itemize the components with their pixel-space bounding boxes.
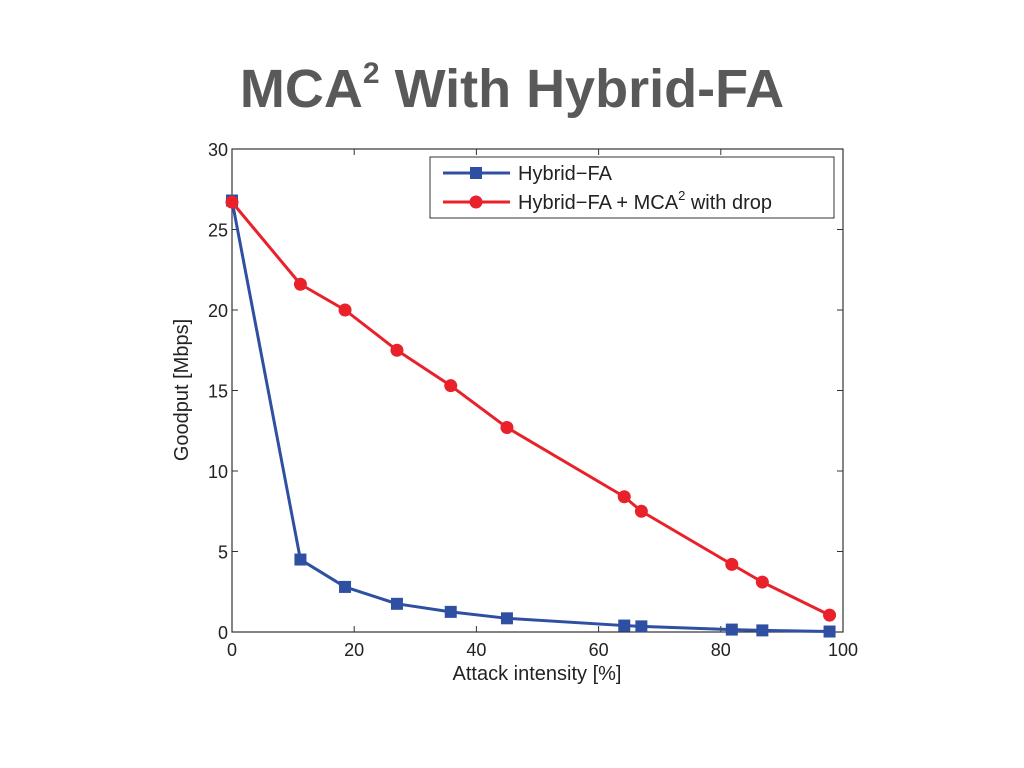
legend-box — [429, 156, 835, 219]
slide-title-superscript: 2 — [362, 57, 380, 90]
data-point-square — [823, 625, 836, 638]
legend-label-hybrid-fa-mca2: Hybrid−FA + MCA2 with drop — [518, 188, 772, 214]
x-tick-label: 0 — [227, 640, 237, 660]
data-point-square — [756, 624, 769, 637]
data-point-circle — [500, 421, 514, 435]
y-tick-label: 20 — [208, 301, 228, 321]
data-point-circle — [225, 195, 239, 209]
x-tick-label: 100 — [828, 640, 858, 660]
data-point-circle — [293, 277, 307, 291]
legend-marker-hybrid-fa-mca2 — [469, 195, 483, 209]
x-tick-label: 40 — [466, 640, 486, 660]
data-point-circle — [338, 303, 352, 317]
data-point-square — [390, 597, 403, 610]
slide-title-rest: With Hybrid-FA — [379, 59, 785, 119]
series-layer — [225, 194, 837, 638]
y-tick-label: 10 — [208, 462, 228, 482]
y-axis: 0 5 10 15 20 25 30 — [208, 140, 843, 643]
data-point-circle — [823, 608, 837, 622]
x-tick-label: 20 — [344, 640, 364, 660]
data-point-square — [444, 605, 457, 618]
y-tick-label: 15 — [208, 382, 228, 402]
slide-title-main: MCA — [239, 59, 363, 119]
data-point-square — [500, 612, 513, 625]
x-tick-label: 80 — [711, 640, 731, 660]
legend: Hybrid−FA Hybrid−FA + MCA2 with drop — [429, 156, 835, 219]
plot-area-frame — [231, 148, 844, 633]
y-tick-label: 0 — [218, 623, 228, 643]
legend-label-hybrid-fa-mca2-superscript: 2 — [678, 188, 685, 203]
legend-label-hybrid-fa-mca2-main: Hybrid−FA + MCA — [518, 192, 679, 214]
legend-label-hybrid-fa: Hybrid−FA — [518, 163, 613, 185]
data-point-circle — [634, 504, 648, 518]
data-point-circle — [444, 379, 458, 393]
data-point-circle — [725, 557, 739, 571]
data-point-square — [635, 620, 648, 633]
data-point-circle — [390, 343, 404, 357]
x-tick-label: 60 — [589, 640, 609, 660]
y-axis-label: Goodput [Mbps] — [171, 319, 193, 461]
x-axis: 0 20 40 60 80 100 — [227, 149, 858, 660]
data-point-square — [294, 553, 307, 566]
y-tick-label: 30 — [208, 140, 228, 160]
y-tick-label: 5 — [218, 543, 228, 563]
legend-label-hybrid-fa-mca2-rest: with drop — [685, 192, 772, 214]
slide-title: MCA2 With Hybrid-FA — [0, 59, 1024, 119]
data-point-circle — [617, 490, 631, 504]
data-point-square — [339, 580, 352, 593]
data-point-circle — [755, 575, 769, 589]
data-point-square — [618, 619, 631, 632]
data-point-square — [725, 623, 738, 636]
y-tick-label: 25 — [208, 221, 228, 241]
legend-marker-hybrid-fa — [470, 167, 482, 179]
x-axis-label: Attack intensity [%] — [453, 663, 622, 685]
